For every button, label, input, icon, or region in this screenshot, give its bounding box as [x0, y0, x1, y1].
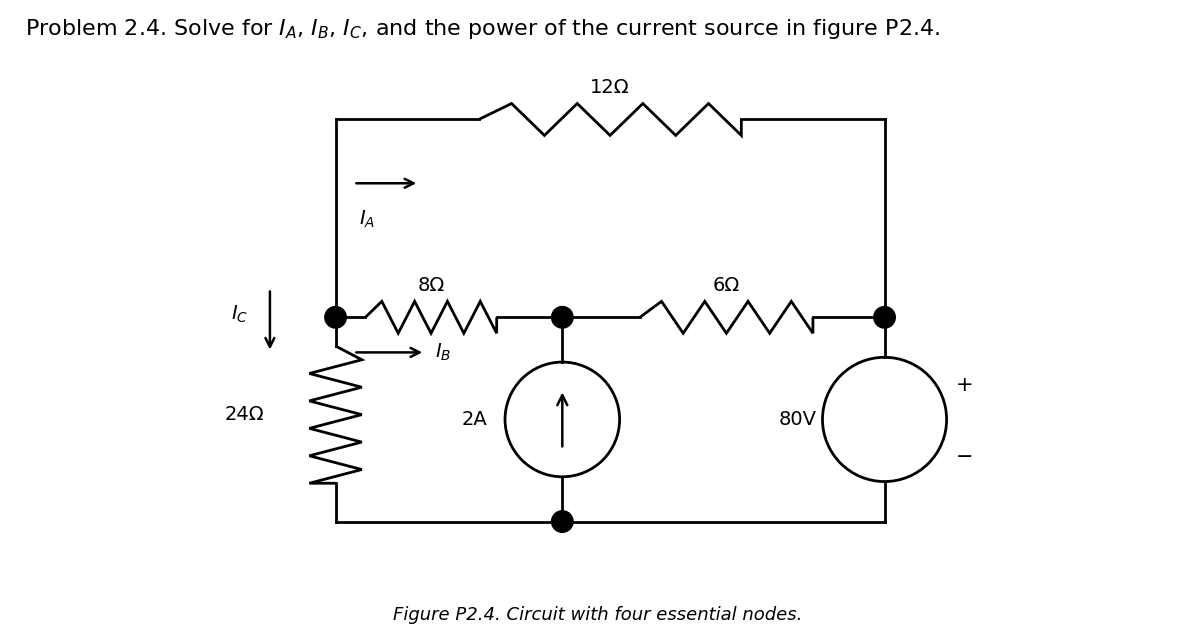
Text: Figure P2.4. Circuit with four essential nodes.: Figure P2.4. Circuit with four essential…: [394, 606, 803, 624]
Text: −: −: [956, 447, 973, 467]
Ellipse shape: [325, 306, 347, 328]
Text: 6Ω: 6Ω: [713, 276, 740, 295]
Ellipse shape: [874, 306, 895, 328]
Text: 2A: 2A: [461, 410, 487, 429]
Text: 24Ω: 24Ω: [224, 405, 264, 424]
Text: 12Ω: 12Ω: [590, 78, 630, 97]
Ellipse shape: [552, 306, 574, 328]
Text: Problem 2.4. Solve for $I_A$, $I_B$, $I_C$, and the power of the current source : Problem 2.4. Solve for $I_A$, $I_B$, $I_…: [25, 17, 941, 41]
Ellipse shape: [552, 511, 574, 532]
Text: $I_A$: $I_A$: [360, 209, 376, 230]
Text: 8Ω: 8Ω: [418, 276, 445, 295]
Text: $I_C$: $I_C$: [232, 303, 248, 325]
Text: $I_B$: $I_B$: [434, 342, 451, 363]
Text: +: +: [956, 375, 973, 395]
Text: 80V: 80V: [779, 410, 816, 429]
